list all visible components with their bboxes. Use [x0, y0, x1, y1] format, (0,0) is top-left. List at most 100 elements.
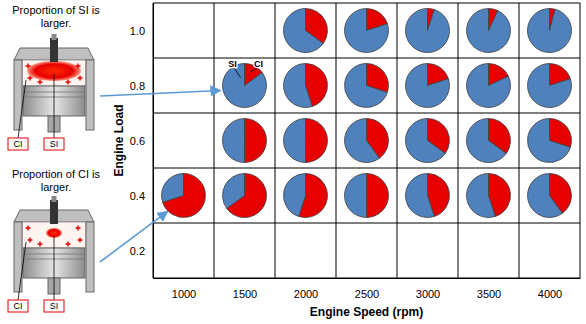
- y-tick: 0.8: [130, 80, 153, 92]
- pie: [466, 64, 510, 108]
- pie-slice: [466, 174, 495, 218]
- engine-illustration: CI SI: [8, 34, 94, 150]
- pie-slice: [283, 9, 323, 53]
- pie-slice: [284, 119, 306, 163]
- series-label: SI: [50, 139, 59, 149]
- y-tick-label: 0.4: [130, 190, 145, 202]
- grid-line: [458, 3, 459, 278]
- x-tick-label: 3500: [477, 288, 501, 300]
- pie-slice: [344, 119, 379, 163]
- grid-line: [153, 168, 580, 169]
- pie-slice: [345, 174, 367, 218]
- pie: [223, 119, 267, 163]
- chart: 1000 1500 2000 2500 3000 3500 4000 0.2 0.4 0.6 0.8…: [0, 0, 586, 324]
- pie-series-labels: SICI: [228, 59, 263, 78]
- y-axis-line: [153, 4, 154, 279]
- pie-slice: [466, 9, 510, 53]
- y-tick: 0.4: [130, 190, 153, 202]
- label-box: [44, 138, 64, 150]
- charge-sign: [66, 80, 71, 85]
- x-tick: 2000: [294, 278, 318, 300]
- y-tick: 0.2: [130, 245, 153, 257]
- leader-line: [251, 69, 257, 72]
- pie-slice: [466, 119, 506, 163]
- pie: [405, 174, 449, 218]
- x-tick: 1500: [233, 278, 257, 300]
- arrow: [100, 211, 168, 262]
- grid-line: [580, 3, 581, 278]
- y-axis-title: Engine Load: [112, 105, 126, 177]
- pie-slice: [283, 64, 312, 108]
- pie-slice: [527, 119, 570, 163]
- x-tick: 1000: [172, 278, 196, 300]
- pies: [162, 9, 572, 218]
- pie: [162, 174, 206, 218]
- x-tick: 3500: [477, 278, 501, 300]
- pie: [527, 119, 571, 163]
- annotation: Proportion of CI islarger.: [12, 168, 101, 193]
- pie: [466, 9, 510, 53]
- pie: [345, 174, 389, 218]
- series-label: CI: [254, 59, 263, 69]
- grid-line: [275, 3, 276, 278]
- x-axis-title: Engine Speed (rpm): [310, 305, 423, 319]
- y-tick-label: 0.2: [130, 245, 145, 257]
- charge-sign: [28, 76, 33, 81]
- pie: [223, 174, 267, 218]
- pie: [283, 9, 327, 53]
- pie-slice: [405, 119, 445, 163]
- pie-slice: [223, 174, 245, 209]
- pie: [405, 64, 449, 108]
- pie-slice: [222, 64, 266, 108]
- y-tick: 0.6: [130, 135, 153, 147]
- cylinder-wall: [86, 60, 94, 130]
- charge-sign: [66, 242, 71, 247]
- pie: [405, 9, 449, 53]
- grid-line: [214, 3, 215, 278]
- pie: [284, 174, 328, 218]
- pie-slice: [223, 119, 245, 163]
- x-tick-label: 3000: [416, 288, 440, 300]
- pie: [222, 64, 266, 108]
- annotation: Proportion of SI islarger.: [12, 4, 100, 29]
- x-tick-label: 4000: [538, 288, 562, 300]
- x-tick: 2500: [355, 278, 379, 300]
- grid-line: [153, 58, 580, 59]
- charge-sign: [38, 80, 43, 85]
- grid-line: [153, 113, 580, 114]
- pie-slice: [162, 174, 184, 203]
- series-label: CI: [14, 139, 23, 149]
- engine-illustration: CISI: [8, 196, 94, 312]
- pie: [283, 64, 327, 108]
- y-tick: 1.0: [130, 25, 153, 37]
- spark-plug-cap: [52, 34, 57, 40]
- pie: [284, 119, 328, 163]
- grid-line: [519, 3, 520, 278]
- spark-plug-cap: [52, 196, 57, 202]
- label-box: [44, 300, 64, 312]
- spark-plug: [50, 38, 58, 62]
- pie-slice: [284, 174, 306, 217]
- x-tick-label: 1000: [172, 288, 196, 300]
- grid-line: [153, 223, 580, 224]
- pie-slice: [245, 119, 267, 163]
- leader-line: [18, 242, 26, 300]
- pie-slice: [405, 9, 449, 53]
- pie-slice: [405, 64, 449, 108]
- leader-line: [18, 80, 26, 138]
- charge-sign: [78, 238, 83, 243]
- x-tick-label: 2500: [355, 288, 379, 300]
- charge-sign: [78, 76, 83, 81]
- pie-slice: [527, 64, 571, 108]
- grid-line: [153, 3, 154, 278]
- x-axis: 1000 1500 2000 2500 3000 3500 4000: [154, 278, 581, 300]
- pie: [527, 64, 571, 108]
- pie: [405, 119, 449, 163]
- series-label: CI: [14, 301, 23, 311]
- charge-sign: [38, 242, 43, 247]
- pie-slice: [344, 64, 387, 108]
- x-tick: 3000: [416, 278, 440, 300]
- leader-line: [54, 236, 55, 300]
- pie-slice: [528, 9, 572, 53]
- grid: [153, 3, 580, 278]
